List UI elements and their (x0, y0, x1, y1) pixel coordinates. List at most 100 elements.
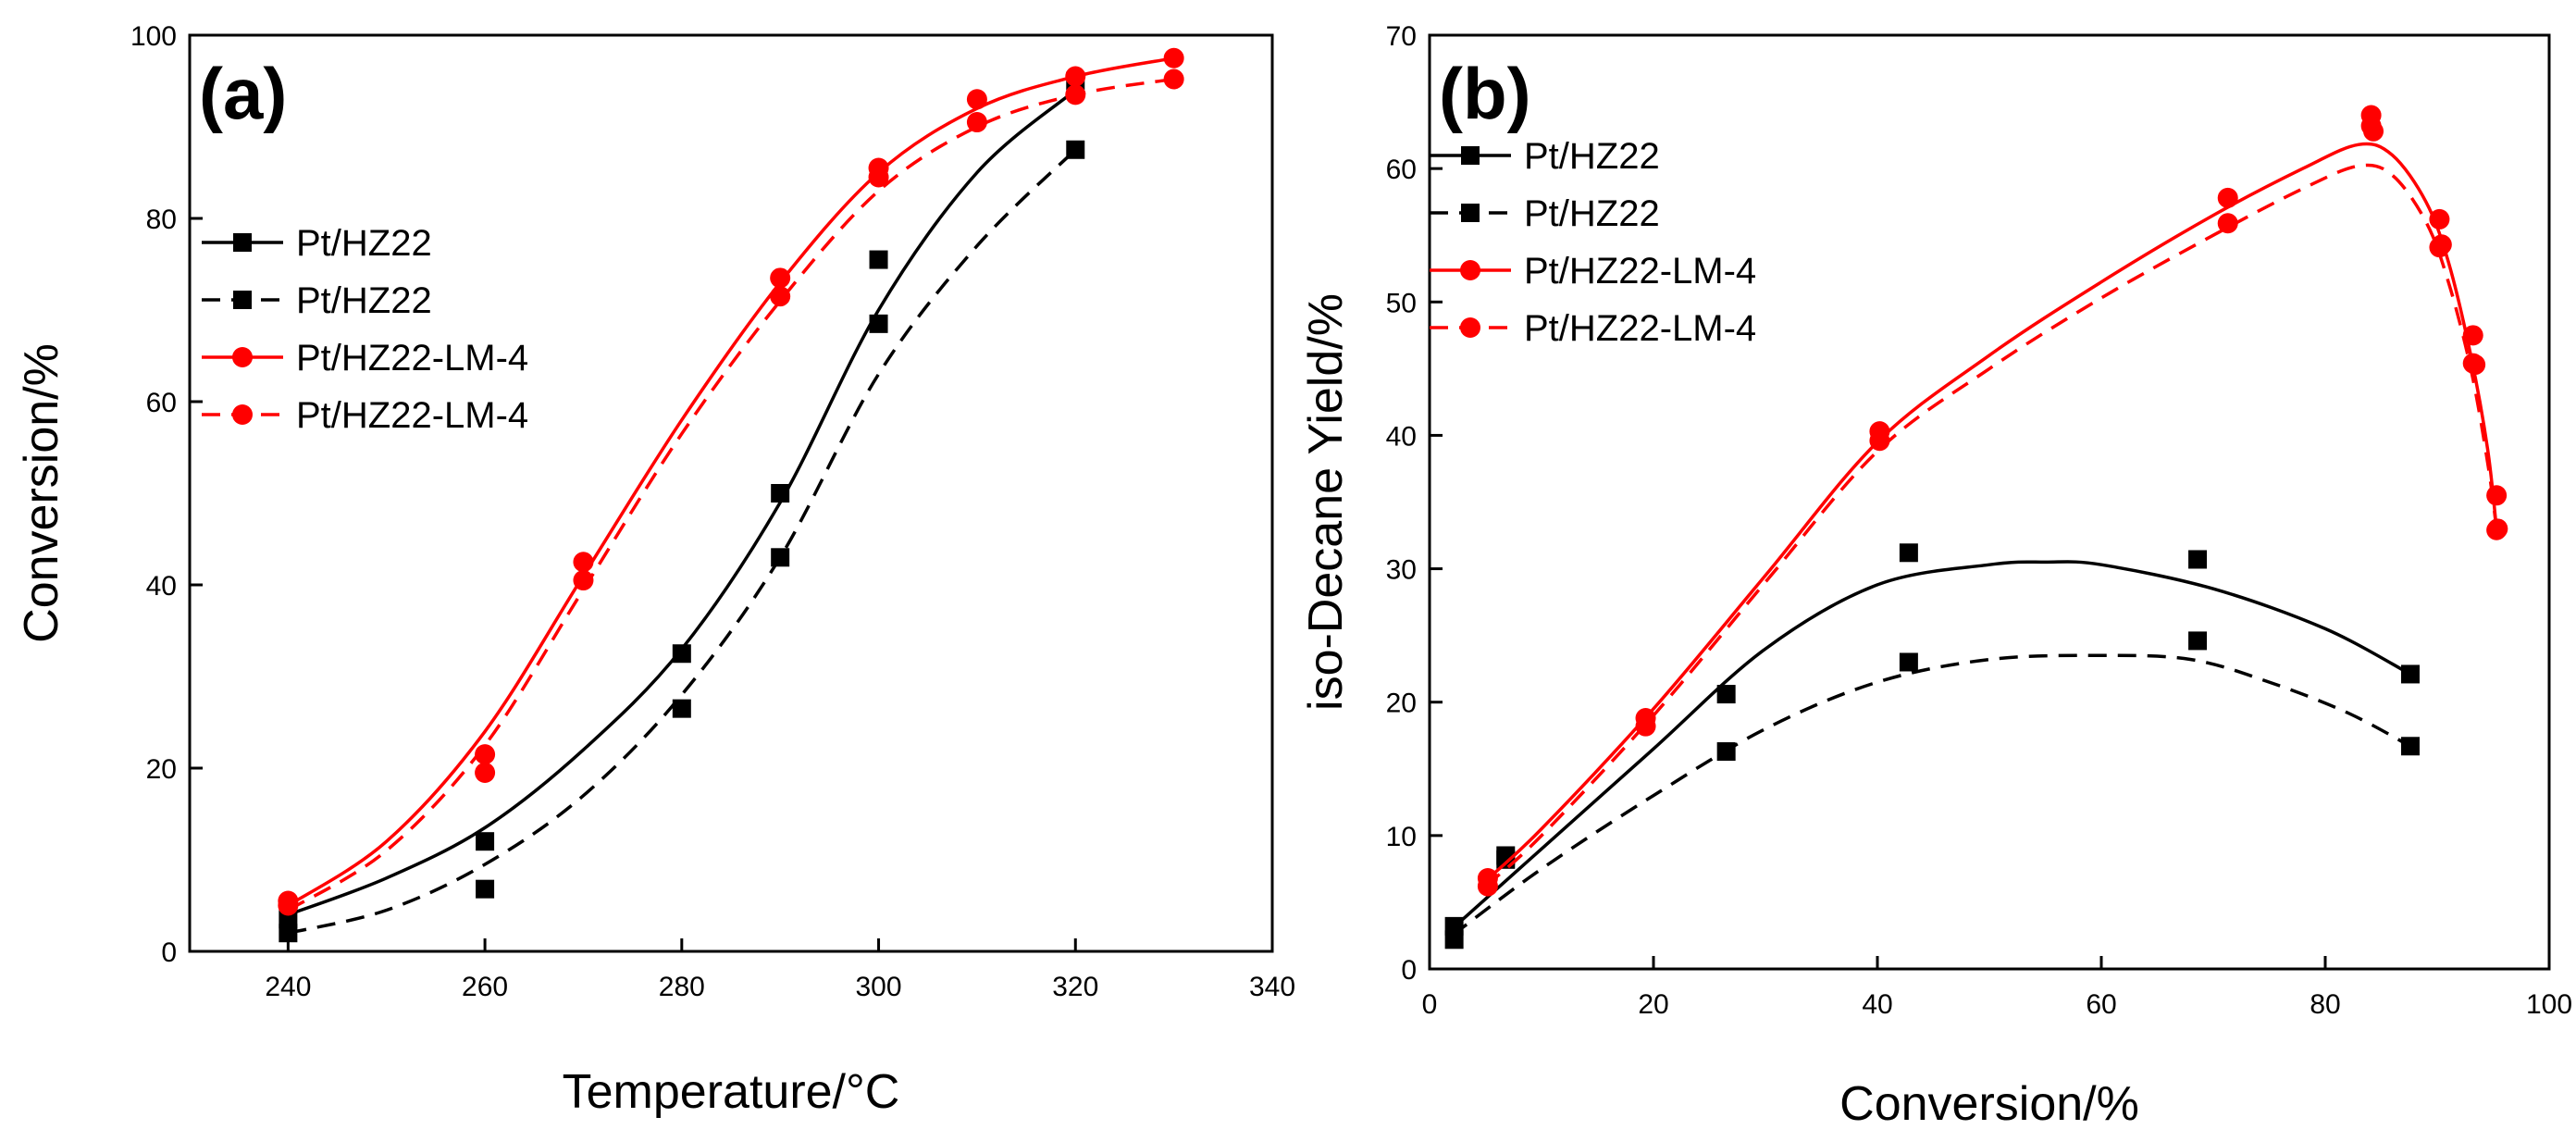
fit-line-a-2 (287, 56, 1174, 907)
legend-label-b-2: Pt/HZ22-LM-4 (1524, 251, 1756, 292)
x-tick-label-a: 320 (1052, 972, 1098, 1002)
data-point-b-0 (1716, 685, 1736, 704)
data-point-a-2 (1163, 47, 1184, 68)
x-axis-title-b: Conversion/% (1839, 1077, 2139, 1131)
data-point-b-3 (1477, 875, 1498, 897)
data-point-a-1 (771, 548, 790, 567)
legend-marker-b-0 (1461, 146, 1480, 165)
legend-label-b-0: Pt/HZ22 (1524, 136, 1660, 177)
data-point-b-3 (2429, 237, 2450, 258)
data-point-a-3 (475, 762, 496, 783)
y-tick-label-b: 40 (1386, 421, 1417, 452)
data-point-b-1 (1899, 652, 1918, 672)
data-point-b-1 (2400, 737, 2420, 756)
data-point-b-1 (2188, 631, 2208, 651)
x-axis-title-a: Temperature/°C (563, 1065, 900, 1119)
y-tick-label-a: 60 (146, 388, 177, 418)
x-tick-label-a: 300 (856, 972, 902, 1002)
legend-marker-b-3 (1460, 317, 1480, 338)
data-point-b-0 (2188, 550, 2208, 569)
series-b-1 (1444, 631, 2420, 950)
y-tick-label-a: 40 (146, 571, 177, 602)
data-point-a-1 (1066, 140, 1085, 159)
data-point-a-1 (672, 699, 691, 718)
data-point-a-2 (573, 552, 594, 573)
series-b-0 (1444, 543, 2420, 936)
series-a-2 (278, 47, 1184, 912)
data-point-b-3 (2360, 116, 2382, 137)
data-point-b-2 (2486, 485, 2508, 506)
series-a-3 (278, 68, 1184, 916)
legend-label-a-0: Pt/HZ22 (296, 223, 432, 264)
data-point-b-3 (2486, 519, 2508, 540)
data-point-a-2 (770, 267, 791, 289)
data-point-a-2 (1065, 66, 1086, 87)
x-tick-label-b: 0 (1422, 989, 1438, 1020)
legend-label-a-3: Pt/HZ22-LM-4 (296, 395, 528, 436)
y-axis-title-b: iso-Decane Yield/% (1299, 293, 1353, 711)
y-tick-label-a: 80 (146, 205, 177, 235)
legend-marker-b-2 (1460, 260, 1480, 280)
x-tick-label-b: 100 (2526, 989, 2572, 1020)
y-axis-title-a: Conversion/% (15, 343, 68, 643)
data-point-a-1 (279, 924, 298, 943)
x-tick-label-b: 80 (2310, 989, 2340, 1020)
data-point-b-2 (2217, 187, 2238, 208)
x-tick-label-b: 20 (1638, 989, 1668, 1020)
plot-frame-a (188, 33, 1274, 953)
data-point-a-3 (770, 286, 791, 307)
x-tick-label-a: 340 (1249, 972, 1295, 1002)
x-tick-label-a: 280 (659, 972, 705, 1002)
fit-line-b-3 (1484, 163, 2498, 888)
data-point-a-3 (1065, 84, 1086, 106)
data-point-b-2 (2429, 208, 2450, 230)
data-point-a-0 (672, 644, 691, 664)
data-point-a-3 (1163, 68, 1184, 90)
data-point-b-2 (2462, 325, 2483, 346)
data-point-b-3 (2217, 213, 2238, 234)
series-b-3 (1477, 116, 2508, 897)
data-point-b-1 (1444, 930, 1464, 950)
series-a-1 (279, 140, 1085, 943)
data-point-a-3 (573, 570, 594, 591)
data-point-b-0 (2400, 664, 2420, 684)
fit-line-b-0 (1451, 560, 2411, 931)
y-tick-label-b: 70 (1386, 21, 1417, 52)
data-point-b-1 (1496, 850, 1516, 869)
chart-panel-a: 240 260 280 300 320 340 0 20 40 60 80 100 Temperatur… (15, 21, 1295, 1119)
data-point-a-3 (868, 167, 889, 188)
panel-label-a: (a) (199, 53, 287, 134)
fit-line-a-0 (287, 89, 1077, 917)
plot-frame-b (1428, 33, 2551, 971)
legend-a: Pt/HZ22 Pt/HZ22 Pt/HZ22-LM-4 Pt/HZ22-LM-4 (202, 223, 528, 436)
legend-marker-a-0 (233, 233, 252, 252)
legend-b: Pt/HZ22 Pt/HZ22 Pt/HZ22-LM-4 Pt/HZ22-LM-4 (1430, 136, 1756, 349)
y-tick-label-b: 0 (1401, 955, 1417, 986)
data-point-b-3 (1869, 430, 1890, 452)
chart-panel-b: 0 20 40 60 80 100 0 10 20 30 40 50 60 70 Conversion/% i… (1299, 21, 2572, 1131)
y-tick-label-b: 30 (1386, 555, 1417, 586)
y-tick-label-b: 50 (1386, 288, 1417, 318)
legend-marker-b-1 (1461, 204, 1480, 222)
x-tick-label-b: 40 (1862, 989, 1892, 1020)
data-point-b-3 (2462, 353, 2483, 374)
legend-label-b-3: Pt/HZ22-LM-4 (1524, 308, 1756, 349)
series-a-0 (279, 71, 1085, 929)
y-tick-label-b: 20 (1386, 689, 1417, 719)
data-point-a-1 (869, 314, 888, 333)
x-tick-label-b: 60 (2086, 989, 2116, 1020)
data-point-a-0 (771, 484, 790, 503)
data-point-a-0 (869, 250, 888, 269)
legend-label-b-1: Pt/HZ22 (1524, 193, 1660, 234)
fit-line-a-1 (288, 148, 1077, 935)
fit-line-b-1 (1451, 653, 2411, 937)
data-point-a-2 (966, 89, 987, 110)
y-tick-label-b: 60 (1386, 155, 1417, 185)
data-point-b-0 (1899, 543, 1918, 563)
x-tick-label-a: 260 (462, 972, 508, 1002)
fit-line-a-3 (287, 77, 1174, 912)
panel-label-b: (b) (1439, 53, 1531, 134)
data-point-b-1 (1716, 742, 1736, 762)
data-point-a-3 (966, 112, 987, 133)
